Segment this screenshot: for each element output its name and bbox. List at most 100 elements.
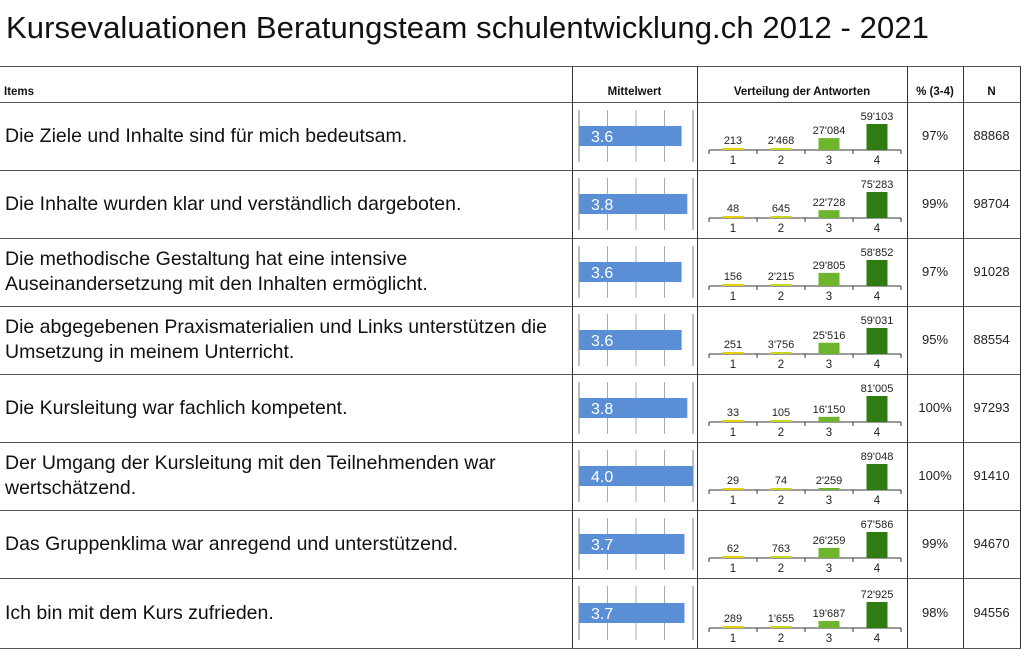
distribution-category-label: 2: [778, 563, 784, 575]
distribution-category-label: 3: [826, 223, 832, 235]
item-text: Die Inhalte wurden klar und verständlich…: [5, 192, 462, 215]
distribution-category-label: 4: [874, 633, 881, 645]
distribution-bar-1: [722, 284, 744, 286]
distribution-count-label: 763: [772, 543, 790, 555]
distribution-count-label: 19'687: [813, 608, 846, 620]
distribution-count-label: 22'728: [813, 197, 846, 209]
column-divider: [963, 66, 964, 648]
mean-value-label: 3.8: [591, 197, 613, 214]
distribution-category-label: 4: [874, 495, 881, 507]
distribution-bar-3: [818, 547, 840, 558]
distribution-category-label: 4: [874, 563, 881, 575]
distribution-category-label: 3: [826, 155, 832, 167]
mean-value-label: 3.6: [591, 333, 613, 350]
distribution-bar-2: [770, 352, 792, 354]
distribution-chart: 62 1 763 2 26'259 3 67'586 4: [708, 519, 902, 575]
mean-bar-chart: 3.6: [578, 314, 694, 366]
mean-bar-chart: 3.6: [578, 110, 694, 162]
n-value: 88554: [973, 332, 1010, 347]
distribution-bar-3: [818, 272, 840, 286]
distribution-category-label: 3: [826, 427, 832, 439]
mean-value-label: 3.8: [591, 401, 613, 418]
n-value: 88868: [973, 128, 1010, 143]
mean-bar-chart: 3.8: [578, 178, 694, 230]
item-text: Die Ziele und Inhalte sind für mich bede…: [5, 124, 408, 147]
distribution-chart: 33 1 105 2 16'150 3 81'005 4: [708, 383, 902, 439]
distribution-category-label: 2: [778, 223, 784, 235]
distribution-count-label: 3'756: [768, 339, 795, 351]
distribution-count-label: 59'103: [861, 111, 894, 123]
distribution-count-label: 1'655: [768, 613, 795, 625]
page-title: Kursevaluationen Beratungsteam schulentw…: [6, 10, 930, 45]
distribution-category-label: 2: [778, 427, 784, 439]
header-mean: Mittelwert: [607, 86, 662, 98]
mean-value-label: 3.6: [591, 265, 613, 282]
distribution-category-label: 3: [826, 291, 832, 303]
distribution-category-label: 3: [826, 633, 832, 645]
distribution-bar-2: [770, 626, 792, 628]
column-divider: [697, 66, 698, 648]
distribution-bar-1: [722, 352, 744, 354]
percent-value: 95%: [921, 332, 949, 347]
distribution-category-label: 4: [874, 359, 881, 371]
item-text: Der Umgang der Kursleitung mit den Teiln…: [5, 452, 496, 499]
header-items: Items: [4, 86, 35, 98]
distribution-category-label: 2: [778, 633, 784, 645]
mean-bar-chart: 3.8: [578, 382, 694, 434]
distribution-count-label: 62: [727, 543, 739, 555]
distribution-bar-1: [722, 420, 744, 422]
distribution-bar-1: [722, 216, 744, 218]
n-value: 91028: [973, 264, 1010, 279]
item-text: Das Gruppenklima war anregend und unters…: [5, 532, 459, 555]
distribution-bar-2: [770, 420, 792, 422]
mean-bar-chart: 4.0: [578, 450, 694, 502]
distribution-bar-4: [866, 328, 888, 354]
distribution-count-label: 16'150: [813, 404, 846, 416]
distribution-count-label: 33: [727, 407, 739, 419]
percent-value: 99%: [921, 536, 949, 551]
column-divider: [907, 66, 908, 648]
distribution-category-label: 2: [778, 495, 784, 507]
mean-bar: [579, 194, 688, 214]
distribution-count-label: 59'031: [861, 315, 894, 327]
header-distribution: Verteilung der Antworten: [733, 86, 871, 98]
distribution-bar-3: [818, 620, 840, 628]
distribution-count-label: 251: [724, 339, 742, 351]
distribution-category-label: 1: [730, 633, 736, 645]
distribution-count-label: 58'852: [861, 247, 894, 259]
distribution-bar-2: [770, 556, 792, 558]
n-value: 98704: [973, 196, 1010, 211]
mean-bar: [579, 126, 682, 146]
distribution-count-label: 81'005: [861, 383, 894, 395]
distribution-bar-3: [818, 416, 840, 422]
distribution-count-label: 48: [727, 203, 739, 215]
percent-value: 98%: [921, 605, 949, 620]
mean-bar: [579, 466, 693, 486]
distribution-count-label: 29'805: [813, 260, 846, 272]
n-value: 94670: [973, 536, 1010, 551]
distribution-category-label: 2: [778, 155, 784, 167]
distribution-category-label: 3: [826, 359, 832, 371]
column-divider: [1020, 66, 1021, 648]
percent-value: 99%: [921, 196, 949, 211]
distribution-category-label: 4: [874, 291, 881, 303]
distribution-count-label: 2'215: [768, 271, 795, 283]
row-divider: [0, 578, 1021, 579]
n-value: 94556: [973, 605, 1010, 620]
distribution-count-label: 105: [772, 407, 790, 419]
item-text: Die Kursleitung war fachlich kompetent.: [5, 396, 348, 419]
item-text: Die abgegebenen Praxismaterialien und Li…: [5, 316, 548, 363]
distribution-bar-3: [818, 342, 840, 354]
distribution-bar-4: [866, 464, 888, 490]
percent-value: 97%: [921, 128, 949, 143]
distribution-bar-4: [866, 192, 888, 218]
mean-bar-chart: 3.7: [578, 518, 694, 570]
distribution-bar-3: [818, 138, 840, 150]
distribution-category-label: 1: [730, 155, 736, 167]
mean-bar-chart: 3.7: [578, 586, 694, 640]
item-text: Die methodische Gestaltung hat eine inte…: [5, 248, 428, 295]
distribution-count-label: 213: [724, 135, 742, 147]
mean-bar: [579, 262, 682, 282]
row-divider: [0, 442, 1021, 443]
distribution-count-label: 2'259: [816, 475, 843, 487]
